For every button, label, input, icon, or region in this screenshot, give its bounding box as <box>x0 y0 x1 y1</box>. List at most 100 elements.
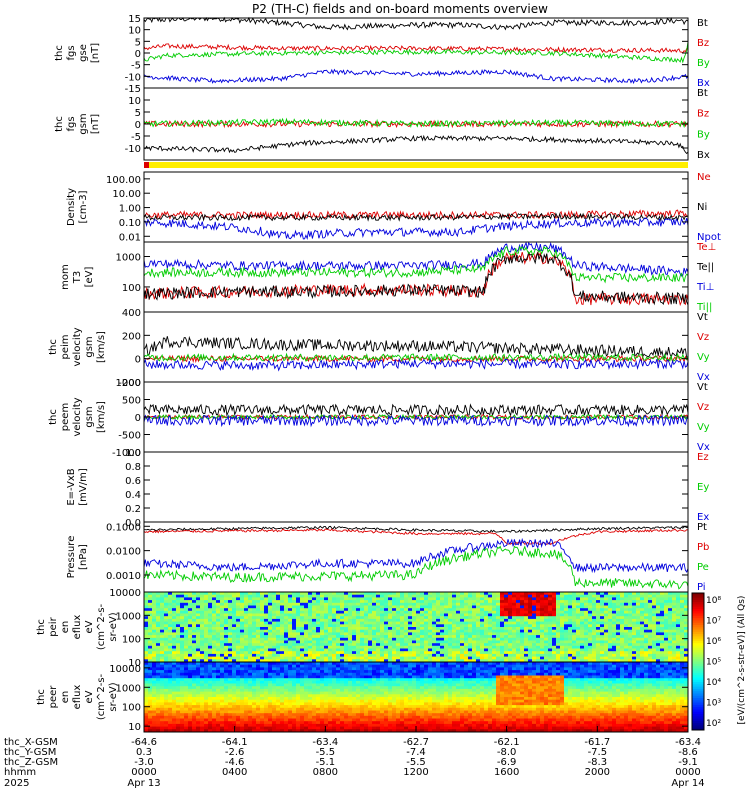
spectrogram-cell <box>292 684 296 687</box>
spectrogram-cell <box>336 630 340 633</box>
spectrogram-cell <box>452 606 456 609</box>
spectrogram-cell <box>176 606 180 609</box>
spectrogram-cell <box>236 702 240 705</box>
spectrogram-cell <box>548 624 552 627</box>
spectrogram-cell <box>276 616 280 619</box>
spectrogram-cell <box>288 697 292 700</box>
spectrogram-cell <box>636 646 640 649</box>
legend-peim-velocity-1: Vz <box>697 332 709 343</box>
spectrogram-cell <box>248 724 252 727</box>
spectrogram-cell <box>172 638 176 641</box>
spectrogram-cell <box>532 641 536 644</box>
spectrogram-cell <box>308 673 312 676</box>
spectrogram-cell <box>268 630 272 633</box>
spectrogram-cell <box>200 670 204 673</box>
spectrogram-cell <box>148 616 152 619</box>
spectrogram-cell <box>536 654 540 657</box>
spectrogram-cell <box>312 657 316 660</box>
spectrogram-cell <box>488 654 492 657</box>
spectrogram-cell <box>400 614 404 617</box>
spectrogram-cell <box>512 622 516 625</box>
spectrogram-cell <box>244 657 248 660</box>
spectrogram-cell <box>152 597 156 600</box>
spectrogram-cell <box>560 630 564 633</box>
spectrogram-cell <box>568 603 572 606</box>
spectrogram-cell <box>596 600 600 603</box>
spectrogram-cell <box>536 632 540 635</box>
spectrogram-cell <box>504 630 508 633</box>
spectrogram-cell <box>236 614 240 617</box>
spectrogram-cell <box>164 603 168 606</box>
spectrogram-cell <box>668 654 672 657</box>
spectrogram-cell <box>304 684 308 687</box>
spectrogram-cell <box>188 616 192 619</box>
spectrogram-cell <box>664 651 668 654</box>
spectrogram-cell <box>524 654 528 657</box>
spectrogram-cell <box>296 641 300 644</box>
spectrogram-cell <box>584 638 588 641</box>
spectrogram-cell <box>172 708 176 711</box>
spectrogram-cell <box>448 606 452 609</box>
spectrogram-cell <box>568 654 572 657</box>
spectrogram-cell <box>512 649 516 652</box>
spectrogram-cell <box>156 597 160 600</box>
spectrogram-cell <box>624 630 628 633</box>
spectrogram-cell <box>216 692 220 695</box>
spectrogram-cell <box>484 614 488 617</box>
spectrogram-cell <box>436 611 440 614</box>
spectrogram-cell <box>316 635 320 638</box>
spectrogram-cell <box>152 692 156 695</box>
spectrogram-cell <box>396 646 400 649</box>
spectrogram-cell <box>316 665 320 668</box>
spectrogram-cell <box>540 606 544 609</box>
spectrogram-cell <box>336 616 340 619</box>
spectrogram-cell <box>248 595 252 598</box>
spectrogram-cell <box>640 646 644 649</box>
spectrogram-cell <box>244 627 248 630</box>
ytick-label: 0.10 <box>119 218 141 229</box>
spectrogram-cell <box>364 624 368 627</box>
series-fgs-gse-1 <box>144 44 688 53</box>
spectrogram-cell <box>160 657 164 660</box>
spectrogram-cell <box>304 646 308 649</box>
spectrogram-cell <box>520 600 524 603</box>
spectrogram-cell <box>568 651 572 654</box>
spectrogram-cell <box>260 697 264 700</box>
spectrogram-cell <box>576 632 580 635</box>
spectrogram-cell <box>464 654 468 657</box>
spectrogram-cell <box>488 611 492 614</box>
spectrogram-cell <box>584 595 588 598</box>
spectrogram-cell <box>480 595 484 598</box>
series-temperature-1 <box>144 252 688 305</box>
spectrogram-cell <box>672 638 676 641</box>
spectrogram-cell <box>208 632 212 635</box>
spectrogram-cell <box>624 619 628 622</box>
spectrogram-cell <box>312 600 316 603</box>
spectrogram-cell <box>272 711 276 714</box>
spectrogram-cell <box>236 600 240 603</box>
spectrogram-cell <box>460 657 464 660</box>
spectrogram-cell <box>532 624 536 627</box>
spectrogram-cell <box>208 697 212 700</box>
spectrogram-cell <box>552 606 556 609</box>
spectrogram-cell <box>228 649 232 652</box>
spectrogram-cell <box>476 638 480 641</box>
spectrogram-cell <box>280 595 284 598</box>
spectrogram-cell <box>520 641 524 644</box>
spectrogram-cell <box>212 603 216 606</box>
ytick-label: -5 <box>131 61 141 72</box>
spectrogram-cell <box>268 692 272 695</box>
spectrogram-cell <box>184 684 188 687</box>
spectrogram-cell <box>236 635 240 638</box>
spectrogram-cell <box>660 649 664 652</box>
spectrogram-cell <box>264 721 268 724</box>
spectrogram-cell <box>584 635 588 638</box>
legend-density-0: Ne <box>697 172 711 183</box>
spectrogram-cell <box>224 684 228 687</box>
spectrogram-cell <box>444 630 448 633</box>
spectrogram-cell <box>192 692 196 695</box>
spectrogram-cell <box>300 606 304 609</box>
spectrogram-cell <box>664 611 668 614</box>
spectrogram-cell <box>236 627 240 630</box>
spectrogram-cell <box>204 630 208 633</box>
